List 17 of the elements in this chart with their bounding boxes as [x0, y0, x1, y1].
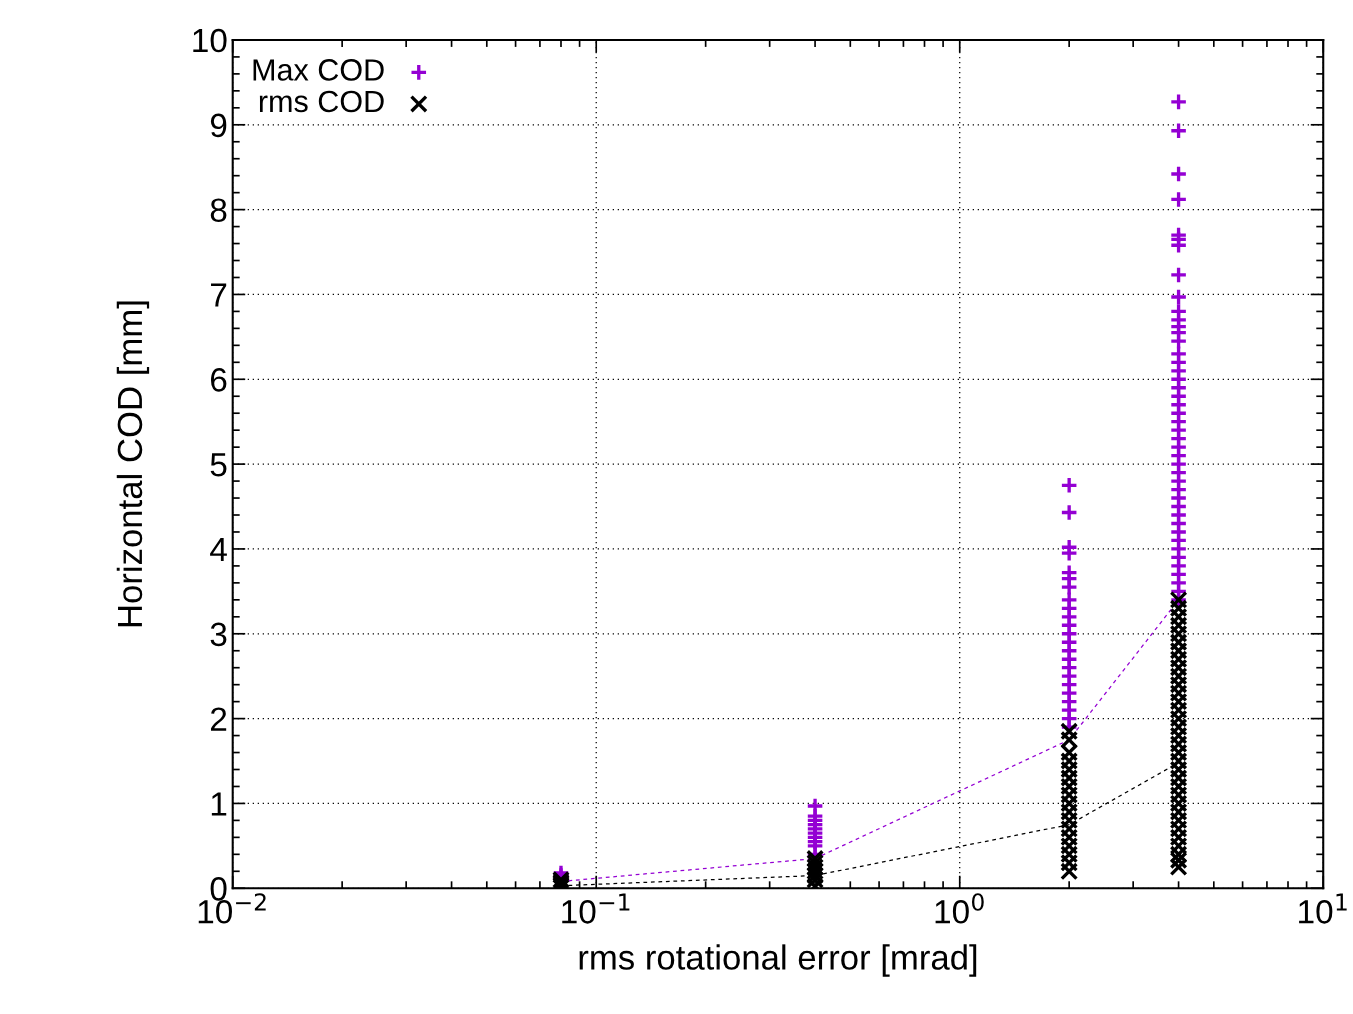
y-tick-label: 6: [211, 368, 227, 392]
y-tick-label: 7: [211, 283, 227, 307]
y-tick-label: 1: [211, 792, 227, 816]
legend-label: rms COD: [259, 90, 384, 113]
y-tick-label: 10: [193, 28, 227, 53]
y-tick-label: 9: [210, 113, 227, 138]
x-tick-label: 10$^{1}$: [1299, 893, 1347, 924]
x-axis-title: rms rotational error [mrad]: [579, 944, 977, 977]
legend-label: Max COD: [253, 59, 384, 81]
x-tick-label: 10$^{−1}$: [562, 893, 630, 924]
y-axis-title: Horizontal COD [mm]: [116, 301, 150, 627]
y-tick-label: 4: [210, 538, 227, 562]
y-tick-label: 8: [210, 198, 227, 223]
x-tick-label: 10$^{0}$: [935, 893, 984, 924]
y-tick-label: 5: [210, 453, 227, 477]
y-tick-label: 2: [211, 707, 227, 731]
y-tick-label: 3: [210, 622, 227, 647]
